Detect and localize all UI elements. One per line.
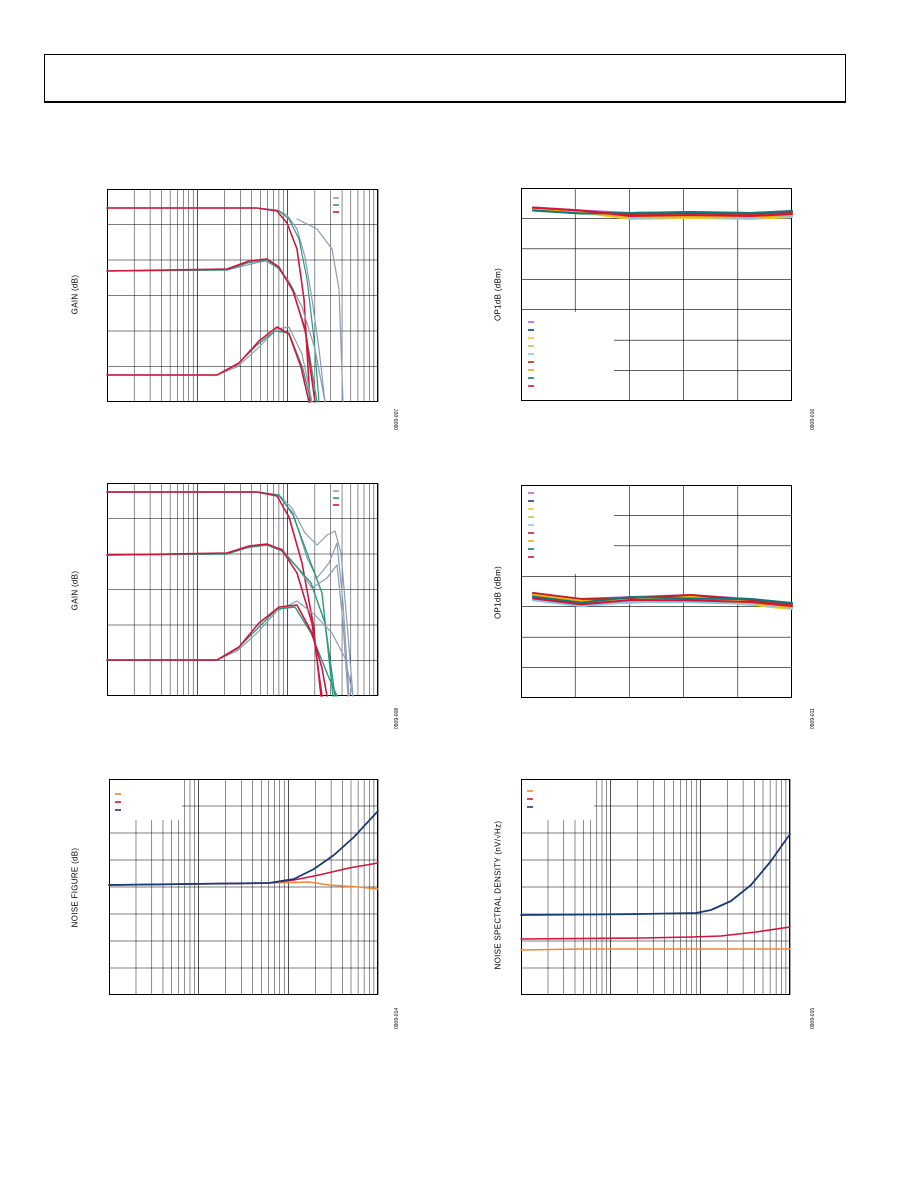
noise-density-trace-navy xyxy=(520,833,791,916)
plot-frame xyxy=(107,189,378,402)
noise-figure-trace-red xyxy=(108,862,379,886)
op1db-2-legend-box xyxy=(522,486,614,574)
gain-1-trace-bot-c xyxy=(106,326,310,403)
gain-2-trace-top-a xyxy=(106,491,354,697)
op1db-1-figure-id: 0909-016 xyxy=(810,408,816,430)
gain-2-trace-bot-c xyxy=(106,604,328,697)
gain-1-trace-mid-c xyxy=(106,258,316,403)
noise-figure-legend-box xyxy=(110,780,182,820)
gain-1-trace-top-b xyxy=(106,207,320,403)
gain-2-figure-id: 0909-008 xyxy=(394,707,400,729)
noise-density-y-axis-label: NOISE SPECTRAL DENSITY (nV/√Hz) xyxy=(493,820,503,970)
gain-2-y-axis-label: GAIN (dB) xyxy=(70,570,80,611)
op1db-2-trace xyxy=(532,595,793,604)
noise-figure-y-axis-label: NOISE FIGURE (dB) xyxy=(70,847,80,928)
gain-1-y-axis-label: GAIN (dB) xyxy=(70,274,80,315)
gain-2-plot-area xyxy=(106,483,379,697)
noise-figure-figure-id: 0909-014 xyxy=(394,1007,400,1029)
gain-1-trace-bot-a xyxy=(106,326,313,403)
gain-1-trace-mid-a xyxy=(106,260,326,403)
op1db-1-trace xyxy=(532,206,793,217)
plot-frame xyxy=(521,188,792,401)
op1db-1-plot-area xyxy=(521,188,793,401)
plot-frame xyxy=(521,779,790,995)
noise-figure-plot-area xyxy=(108,779,379,995)
op1db-2-figure-id: 0909-011 xyxy=(810,708,816,729)
plot-frame xyxy=(107,483,378,696)
noise-figure-trace-navy xyxy=(108,810,379,886)
plot-frame xyxy=(109,779,378,995)
op1db-1-trace xyxy=(532,209,793,215)
noise-density-figure-id: 0909-015 xyxy=(810,1007,816,1029)
op1db-2-plot-area xyxy=(521,485,793,698)
noise-density-legend-box xyxy=(522,780,594,820)
op1db-1-y-axis-label: OP1dB (dBm) xyxy=(493,267,503,322)
plot-frame xyxy=(521,485,792,698)
page-header-box xyxy=(44,54,846,103)
gain-2-trace-mid-c xyxy=(106,543,323,697)
noise-density-trace-orange xyxy=(520,948,791,951)
gain-1-plot-area xyxy=(106,189,379,403)
op1db-1-legend-box xyxy=(522,312,614,400)
gain-2-trace-top-b xyxy=(106,491,350,697)
gain-2-trace-top-d xyxy=(106,491,322,697)
gain-1-figure-id: 0909-007 xyxy=(394,408,400,430)
gain-1-trace-top-c xyxy=(106,207,311,403)
noise-density-plot-area xyxy=(520,779,791,995)
noise-density-trace-red xyxy=(520,926,791,940)
gain-2-trace-bot-b xyxy=(106,606,338,697)
gain-1-trace-top-d xyxy=(296,218,344,403)
op1db-2-trace xyxy=(532,597,793,607)
gain-2-trace-mid-b xyxy=(106,544,336,697)
op1db-2-y-axis-label: OP1dB (dBm) xyxy=(493,565,503,620)
